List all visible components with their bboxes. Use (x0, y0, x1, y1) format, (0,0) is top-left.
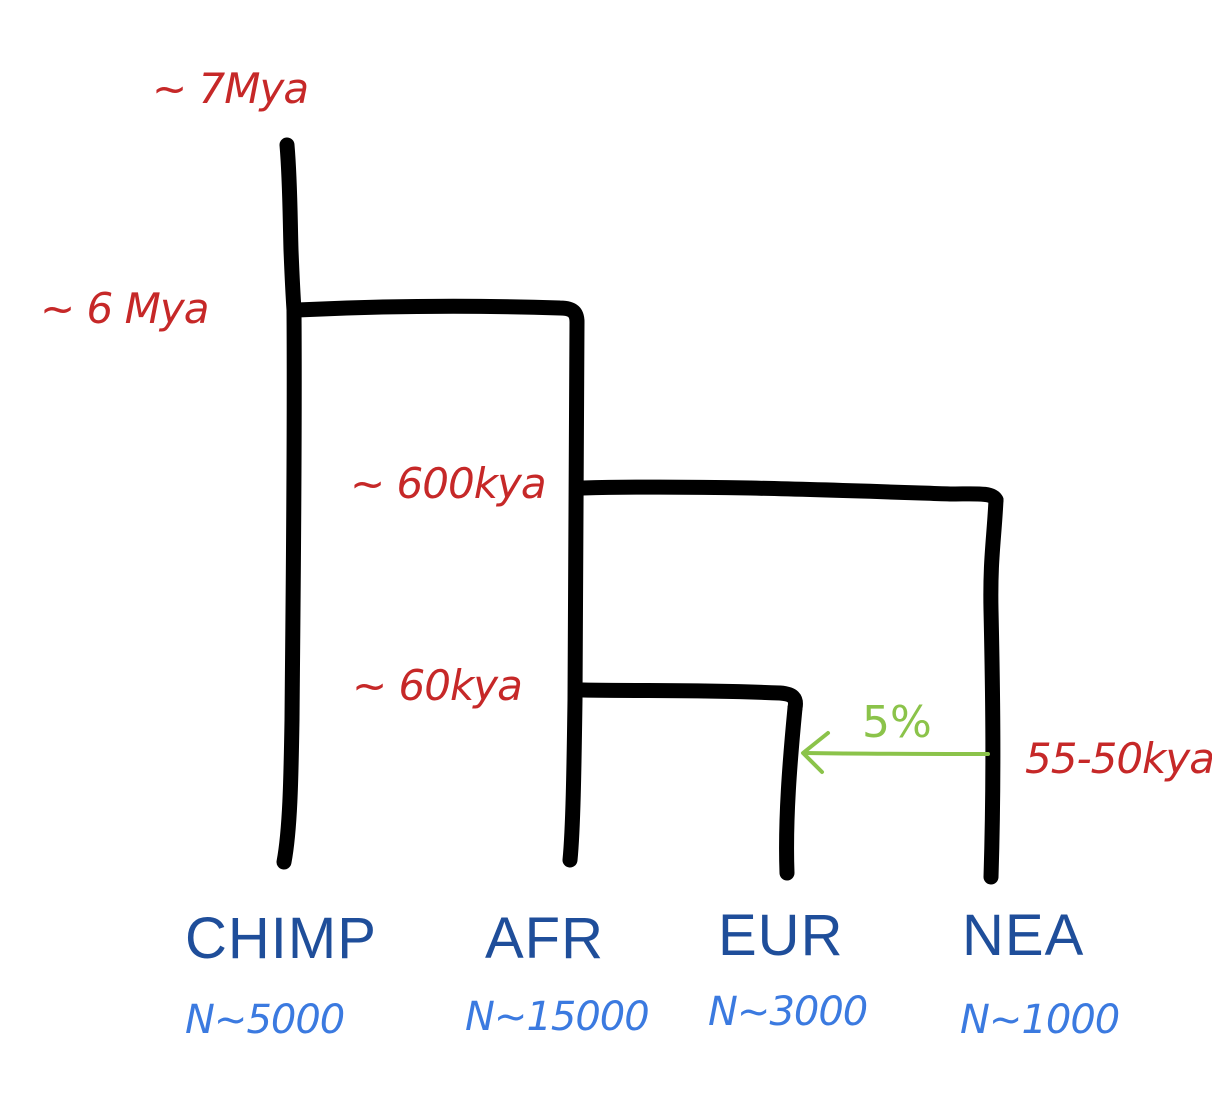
population-size-nea: N~1000 (960, 997, 1119, 1043)
population-sizes: N~5000 N~15000 N~3000 N~1000 (185, 989, 1120, 1043)
population-name-eur: EUR (718, 903, 843, 968)
eur-branch (779, 700, 803, 881)
population-name-nea: NEA (962, 903, 1084, 968)
admixture-time-label: 55-50kya (1025, 734, 1212, 783)
population-size-chimp: N~5000 (185, 997, 344, 1043)
time-labels: ~ 7Mya ~ 6 Mya ~ 600kya ~ 60kya 55-50kya (40, 64, 1212, 783)
chimp-branch (276, 302, 302, 870)
eur-split-time-label: ~ 60kya (352, 661, 522, 710)
population-name-afr: AFR (485, 906, 604, 971)
admixture-arrow-shaft (803, 751, 990, 756)
population-size-afr: N~15000 (465, 994, 649, 1040)
admixture-arrow: 5% (801, 697, 990, 774)
population-names: CHIMP AFR EUR NEA (185, 903, 1084, 971)
admixture-arrow-head (801, 731, 830, 774)
admixture-percent-label: 5% (862, 697, 932, 748)
nea-branch (983, 492, 1004, 885)
chimp-human-split-line (289, 298, 585, 330)
tree-branches (276, 137, 1004, 885)
population-name-chimp: CHIMP (185, 906, 377, 971)
afr-branch (562, 314, 585, 868)
population-size-eur: N~3000 (708, 989, 867, 1035)
nea-split-line (575, 479, 1004, 508)
chimp-split-time-label: ~ 6 Mya (40, 284, 208, 333)
root-time-label: ~ 7Mya (152, 64, 308, 113)
eur-split-line (575, 682, 803, 716)
root-branch (279, 137, 302, 318)
nea-split-time-label: ~ 600kya (350, 459, 546, 508)
